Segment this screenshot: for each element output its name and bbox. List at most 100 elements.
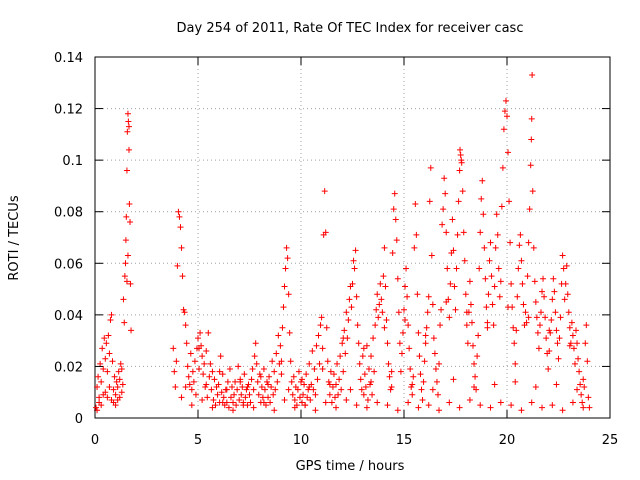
- data-point: [121, 319, 128, 326]
- data-point: [580, 376, 587, 383]
- data-point: [321, 188, 328, 195]
- data-point: [372, 322, 379, 329]
- data-point: [540, 275, 547, 282]
- data-point: [369, 391, 376, 398]
- data-point: [177, 224, 184, 231]
- data-point: [441, 175, 448, 182]
- data-point: [216, 368, 223, 375]
- data-point: [393, 237, 400, 244]
- data-point: [548, 317, 555, 324]
- data-point: [269, 358, 276, 365]
- data-point: [271, 407, 278, 414]
- data-point: [264, 378, 271, 385]
- data-point: [203, 347, 210, 354]
- data-point: [326, 381, 333, 388]
- data-point: [566, 342, 573, 349]
- data-point: [280, 304, 287, 311]
- data-point: [383, 317, 390, 324]
- data-point: [404, 293, 411, 300]
- data-point: [106, 350, 113, 357]
- data-point: [322, 399, 329, 406]
- data-point: [498, 203, 505, 210]
- data-point: [446, 399, 453, 406]
- data-point: [265, 381, 272, 388]
- grid-lines: [95, 57, 610, 418]
- data-point: [242, 394, 249, 401]
- data-point: [390, 206, 397, 213]
- data-point: [105, 332, 112, 339]
- data-point: [389, 249, 396, 256]
- chart-title: Day 254 of 2011, Rate Of TEC Index for r…: [177, 21, 524, 36]
- data-point: [217, 353, 224, 360]
- data-point: [237, 378, 244, 385]
- data-point: [345, 317, 352, 324]
- data-point: [219, 399, 226, 406]
- data-point: [517, 231, 524, 238]
- data-point: [103, 340, 110, 347]
- data-point: [324, 358, 331, 365]
- data-point: [200, 371, 207, 378]
- data-point: [408, 384, 415, 391]
- y-axis-label: ROTI / TECUs: [7, 195, 22, 280]
- data-point: [497, 399, 504, 406]
- data-point: [353, 293, 360, 300]
- data-point: [304, 394, 311, 401]
- y-tick-label: 0: [75, 412, 83, 427]
- data-point: [339, 340, 346, 347]
- data-point: [295, 368, 302, 375]
- data-point: [466, 396, 473, 403]
- data-point: [384, 340, 391, 347]
- data-point: [491, 283, 498, 290]
- data-point: [423, 324, 430, 331]
- data-point: [478, 195, 485, 202]
- data-point: [479, 177, 486, 184]
- data-point: [309, 347, 316, 354]
- data-point: [433, 378, 440, 385]
- data-point: [399, 329, 406, 336]
- data-point: [93, 404, 100, 411]
- data-point: [543, 335, 550, 342]
- data-point: [539, 404, 546, 411]
- data-point: [241, 371, 248, 378]
- data-point: [330, 371, 337, 378]
- data-point: [113, 378, 120, 385]
- data-point: [230, 399, 237, 406]
- data-point: [426, 198, 433, 205]
- data-point: [582, 340, 589, 347]
- data-point: [190, 378, 197, 385]
- data-point: [118, 389, 125, 396]
- data-point: [102, 355, 109, 362]
- data-point: [178, 244, 185, 251]
- data-point: [119, 381, 126, 388]
- data-point: [289, 391, 296, 398]
- data-point: [466, 278, 473, 285]
- data-point: [300, 391, 307, 398]
- data-point: [415, 329, 422, 336]
- data-point: [348, 304, 355, 311]
- data-point: [195, 335, 201, 342]
- data-point: [518, 257, 525, 264]
- data-point: [415, 404, 422, 411]
- data-point: [429, 386, 436, 393]
- data-point: [299, 399, 306, 406]
- data-point: [253, 360, 260, 367]
- data-point: [373, 306, 380, 313]
- data-point: [342, 350, 349, 357]
- data-point: [104, 394, 111, 401]
- data-point: [360, 345, 367, 352]
- data-point: [523, 319, 530, 326]
- data-point: [291, 396, 298, 403]
- data-point: [525, 314, 532, 321]
- data-point: [367, 381, 374, 388]
- data-point: [99, 345, 106, 352]
- data-point: [560, 265, 567, 272]
- data-point: [272, 386, 279, 393]
- data-point: [464, 340, 471, 347]
- data-point: [485, 291, 492, 298]
- data-point: [227, 394, 234, 401]
- x-tick-label: 5: [194, 433, 202, 448]
- data-point: [493, 211, 500, 218]
- data-point: [405, 322, 412, 329]
- data-point: [226, 366, 233, 373]
